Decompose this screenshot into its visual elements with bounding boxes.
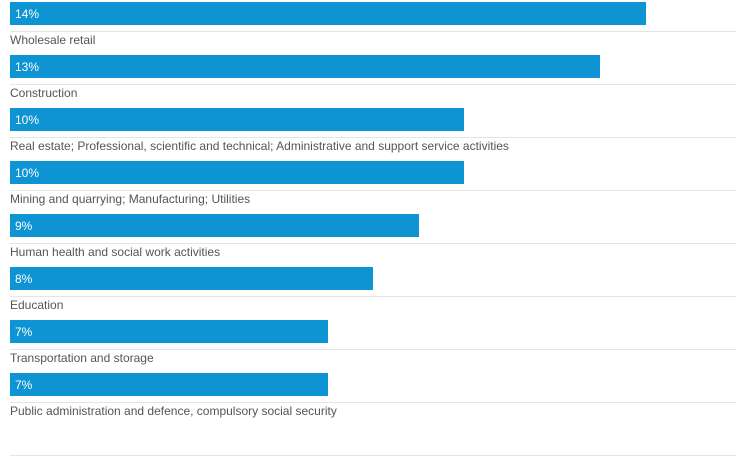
category-label: Education	[10, 298, 64, 312]
bar-row: 14%	[0, 0, 736, 32]
bar	[10, 373, 328, 396]
bar	[10, 214, 419, 237]
category-label: Mining and quarrying; Manufacturing; Uti…	[10, 192, 251, 206]
bar-value-label: 7%	[15, 378, 33, 392]
row-divider	[10, 190, 736, 191]
bar-value-label: 10%	[15, 113, 40, 127]
bar-value-label: 8%	[15, 272, 33, 286]
row-divider	[10, 137, 736, 138]
bar-value-label: 13%	[15, 60, 40, 74]
row-divider	[10, 402, 736, 403]
bar	[10, 161, 464, 184]
bar-row: Construction 10%	[0, 85, 736, 138]
bar-value-label: 14%	[15, 7, 40, 21]
row-divider	[10, 31, 736, 32]
row-divider	[10, 243, 736, 244]
category-label: Human health and social work activities	[10, 245, 221, 259]
bar	[10, 2, 646, 25]
category-label: Wholesale retail	[10, 33, 96, 47]
bar-row: Real estate; Professional, scientific an…	[0, 138, 736, 191]
category-label: Real estate; Professional, scientific an…	[10, 139, 509, 153]
category-label: Public administration and defence, compu…	[10, 404, 337, 418]
bar-value-label: 9%	[15, 219, 33, 233]
bar-row: Human health and social work activities 8…	[0, 244, 736, 297]
category-label: Transportation and storage	[10, 351, 154, 365]
bar	[10, 108, 464, 131]
bar	[10, 320, 328, 343]
bar	[10, 267, 373, 290]
bar	[10, 55, 600, 78]
bar-row: Mining and quarrying; Manufacturing; Uti…	[0, 191, 736, 244]
bar-row: Wholesale retail 13%	[0, 32, 736, 85]
category-label: Construction	[10, 86, 78, 100]
bar-row: Public administration and defence, compu…	[0, 403, 736, 456]
row-divider	[10, 84, 736, 85]
bar-row: Transportation and storage 7%	[0, 350, 736, 403]
bar-value-label: 7%	[15, 325, 33, 339]
bar-row: Education 7%	[0, 297, 736, 350]
bar-value-label: 10%	[15, 166, 40, 180]
row-divider	[10, 296, 736, 297]
row-divider	[10, 349, 736, 350]
